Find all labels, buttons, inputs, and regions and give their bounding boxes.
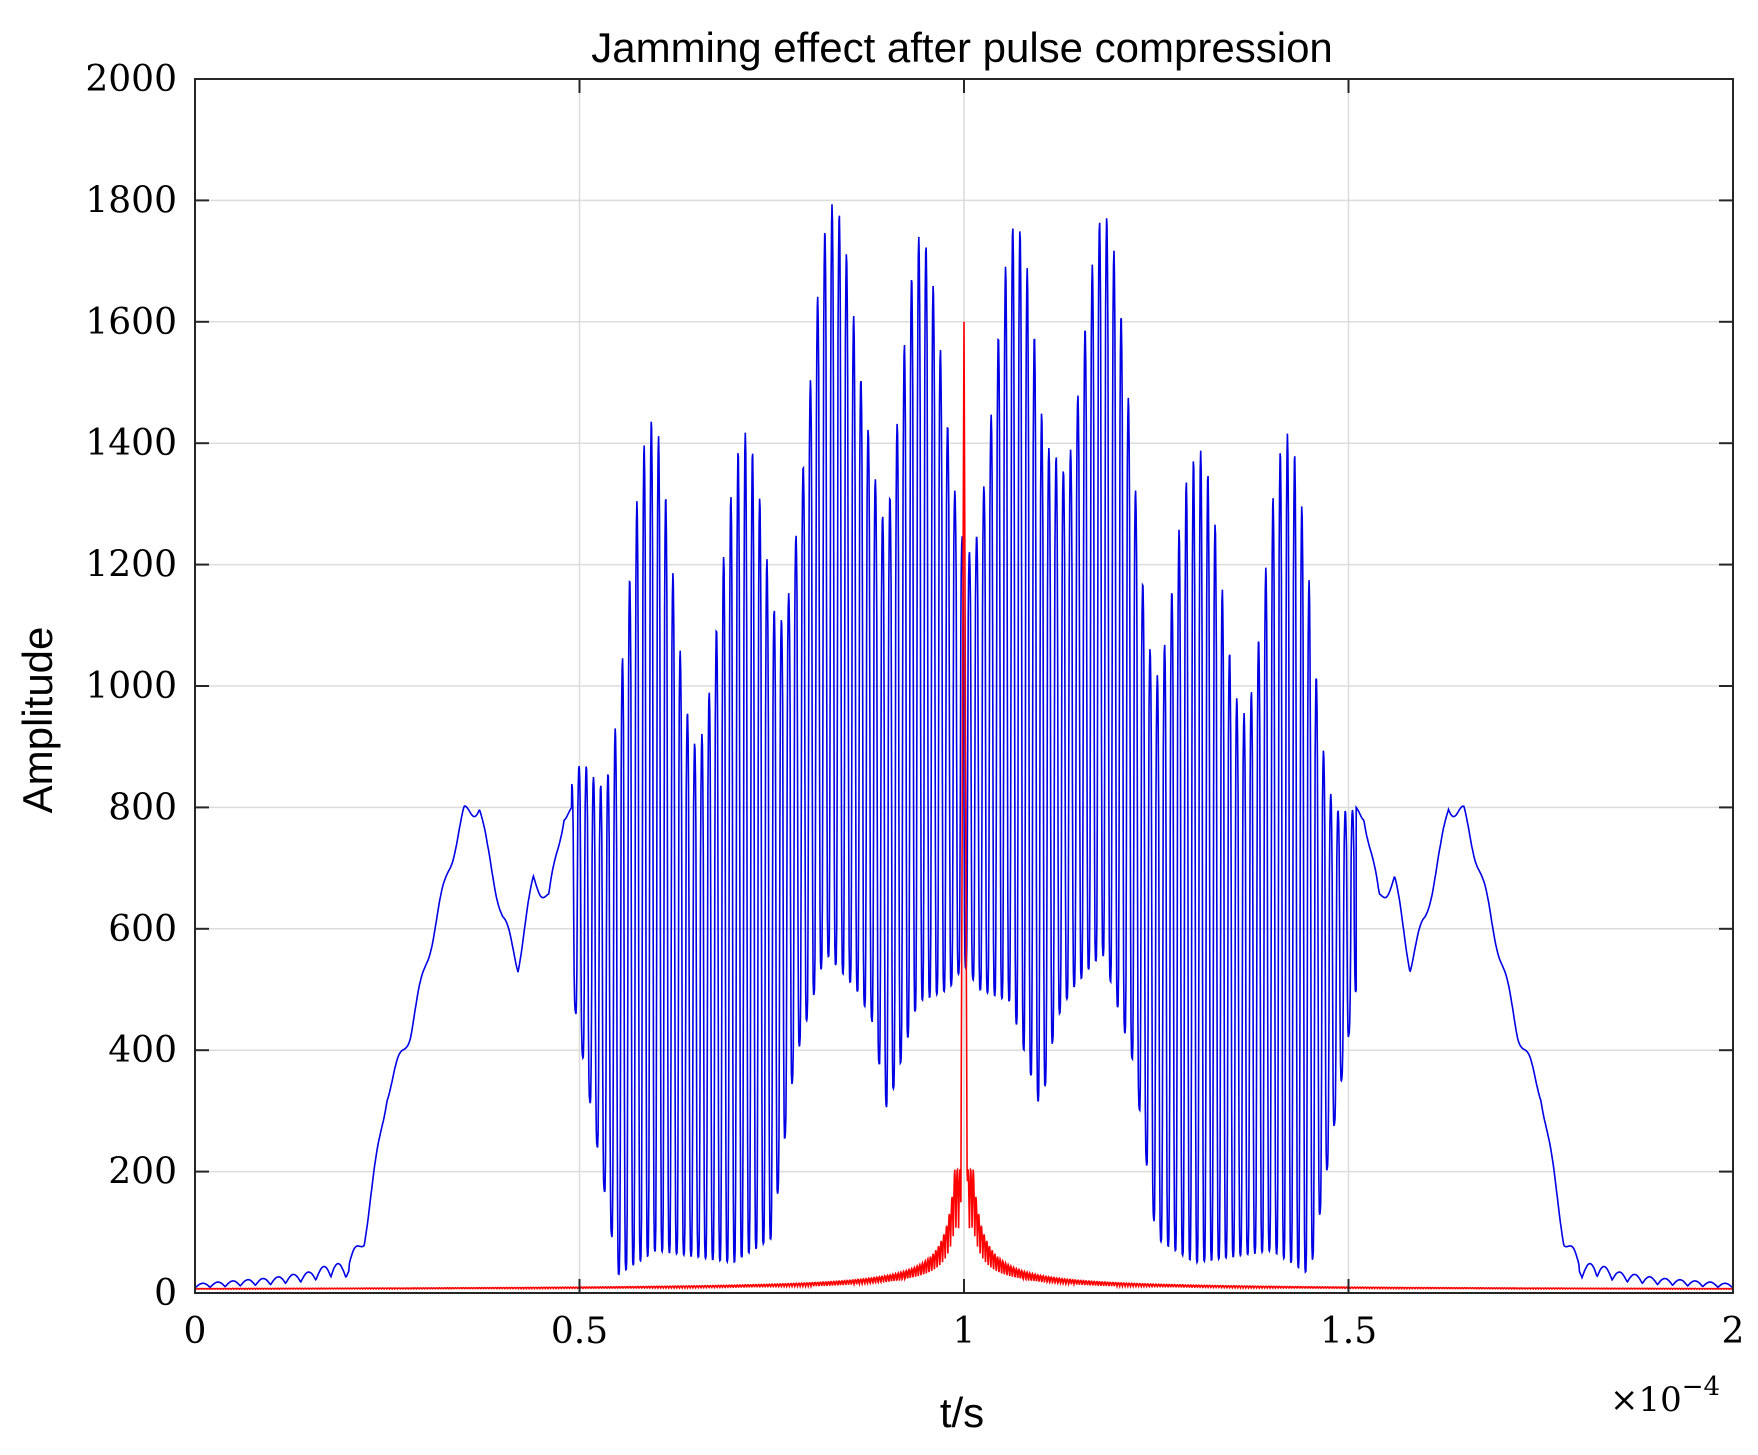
- series-jamming-line: [194, 204, 1734, 1289]
- x-tick-label: 0: [184, 1311, 207, 1352]
- y-tick-label: 1800: [85, 180, 177, 221]
- series-layer: [194, 204, 1734, 1291]
- y-tick-label: 400: [108, 1030, 177, 1071]
- series-target-line: [194, 321, 1734, 1291]
- y-tick-label: 600: [108, 909, 177, 950]
- x-tick-label: 1.5: [1320, 1311, 1377, 1352]
- x-axis-exponent-base: ×10: [1610, 1380, 1682, 1420]
- x-axis-exponent: ×10−4: [1610, 1372, 1720, 1420]
- ticks: 0 0.5 1 1.5 2 0 200 400 600 800 1000 1200 1400 1600 18…: [85, 59, 1744, 1352]
- y-tick-label: 1400: [85, 423, 177, 464]
- x-tick-label: 1: [953, 1311, 976, 1352]
- y-tick-label: 1600: [85, 302, 177, 343]
- y-tick-label: 1200: [85, 545, 177, 586]
- y-tick-label: 800: [108, 787, 177, 828]
- y-axis-label: Amplitude: [14, 627, 61, 814]
- y-tick-label: 0: [154, 1273, 177, 1314]
- x-tick-label: 0.5: [551, 1311, 608, 1352]
- y-tick-label: 2000: [85, 59, 177, 100]
- x-axis-exponent-power: −4: [1682, 1372, 1720, 1402]
- y-tick-label: 1000: [85, 666, 177, 707]
- x-tick-label: 2: [1722, 1311, 1745, 1352]
- chart-title: Jamming effect after pulse compression: [591, 24, 1333, 71]
- x-axis-label: t/s: [940, 1389, 984, 1436]
- y-tick-label: 200: [108, 1152, 177, 1193]
